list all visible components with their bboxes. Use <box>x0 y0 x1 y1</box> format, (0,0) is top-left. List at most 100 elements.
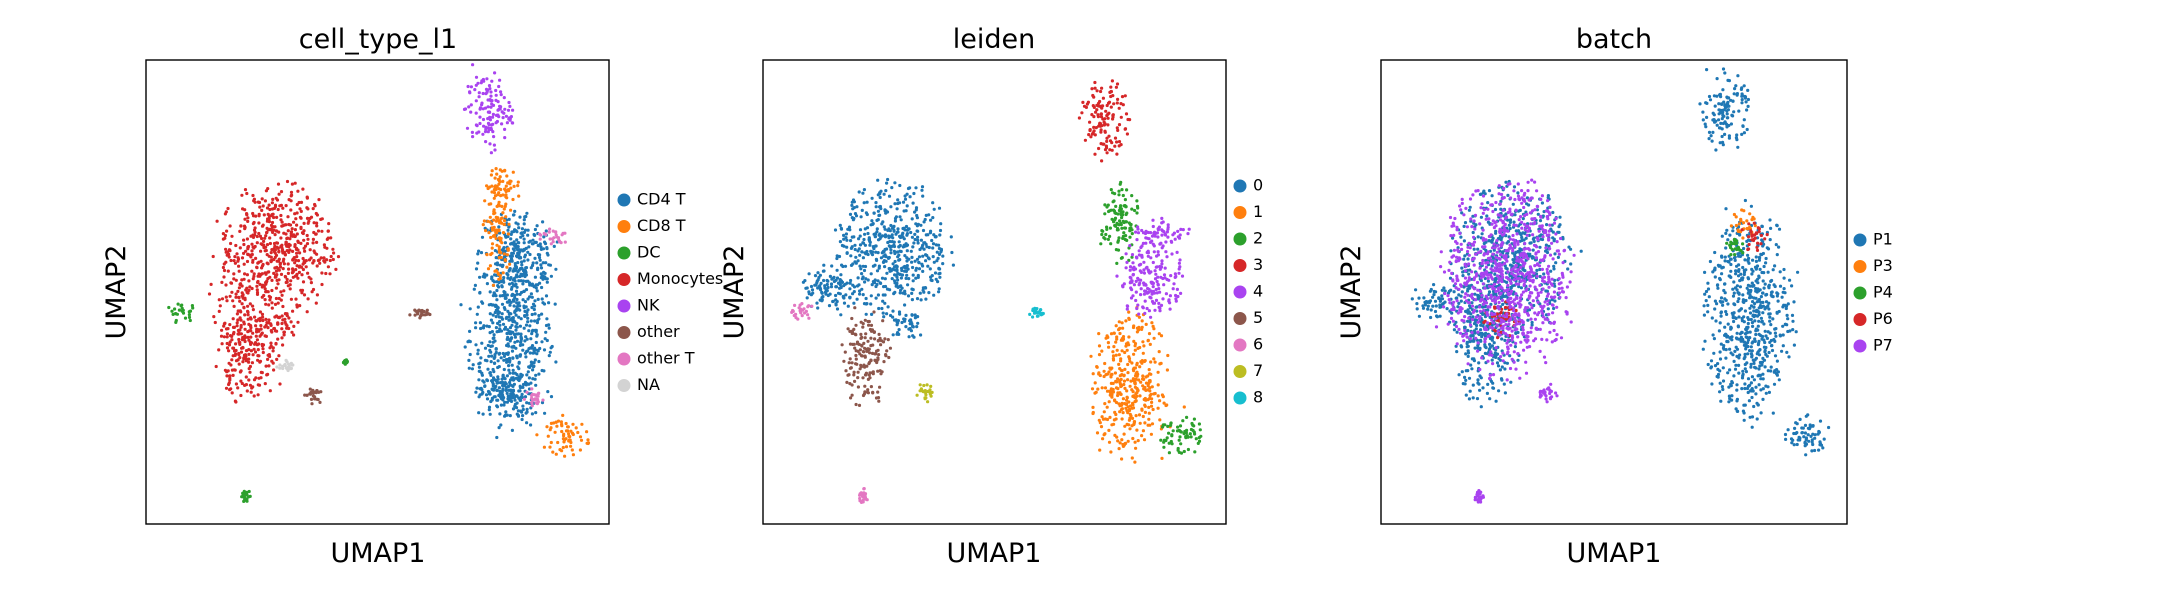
data-point <box>1552 306 1556 311</box>
data-point <box>1133 377 1138 381</box>
data-point <box>842 237 846 241</box>
data-point <box>927 291 931 295</box>
data-point <box>941 262 945 266</box>
data-point <box>490 344 494 348</box>
data-point <box>491 112 495 116</box>
data-point <box>469 103 473 107</box>
data-point <box>246 252 250 256</box>
legend-marker <box>617 299 631 313</box>
legend-label: 2 <box>1253 229 1263 248</box>
data-point <box>1106 203 1110 207</box>
data-point <box>1143 404 1147 408</box>
data-point <box>886 228 890 232</box>
data-point <box>1151 224 1155 229</box>
data-point <box>545 425 549 429</box>
data-point <box>1119 204 1123 208</box>
data-point <box>1132 369 1136 373</box>
data-point <box>1103 212 1107 216</box>
data-point <box>870 196 874 200</box>
data-point <box>1466 319 1470 323</box>
data-point <box>1119 115 1123 119</box>
data-point <box>506 328 510 332</box>
data-point <box>1468 205 1472 209</box>
data-point <box>245 259 250 264</box>
data-point <box>419 313 423 317</box>
data-point <box>1500 365 1504 369</box>
data-point <box>183 316 188 320</box>
data-point <box>551 240 555 244</box>
data-point <box>479 326 483 331</box>
data-point <box>1103 129 1107 133</box>
data-point <box>268 207 272 212</box>
data-point <box>517 315 521 319</box>
data-point <box>1177 450 1181 454</box>
data-point <box>225 253 229 257</box>
data-point <box>816 306 820 310</box>
data-point <box>509 115 513 119</box>
data-point <box>252 394 256 398</box>
data-point <box>1129 414 1133 418</box>
data-point <box>257 354 261 358</box>
data-point <box>290 330 294 334</box>
data-point <box>245 273 249 277</box>
data-point <box>545 338 549 343</box>
data-point <box>1147 405 1151 409</box>
data-point <box>578 435 583 439</box>
data-point <box>807 272 811 276</box>
data-point <box>896 227 900 231</box>
data-point <box>1134 279 1138 283</box>
data-point <box>502 306 506 310</box>
legend-marker <box>617 273 631 286</box>
data-point <box>1481 190 1486 195</box>
data-point <box>508 268 512 272</box>
data-point <box>519 267 524 271</box>
data-point <box>1106 341 1110 345</box>
data-point <box>508 358 512 363</box>
data-point <box>1165 368 1169 372</box>
data-point <box>498 323 502 327</box>
data-point <box>1122 382 1126 387</box>
data-point <box>818 273 823 277</box>
data-point <box>876 209 881 213</box>
data-point <box>1141 241 1145 245</box>
data-point <box>1125 395 1129 399</box>
data-point <box>1530 255 1534 259</box>
data-point <box>487 123 491 127</box>
data-point <box>907 327 911 331</box>
data-point <box>523 380 528 384</box>
data-point <box>489 302 493 307</box>
data-point <box>1097 371 1101 375</box>
data-point <box>509 300 513 304</box>
data-point <box>896 230 900 234</box>
data-point <box>1556 255 1560 259</box>
data-point <box>1153 269 1157 273</box>
data-point <box>533 312 537 316</box>
data-point <box>805 296 809 300</box>
data-point <box>255 338 259 342</box>
data-point <box>1140 359 1144 363</box>
data-point <box>509 392 513 396</box>
data-point <box>913 259 917 263</box>
data-point <box>916 241 920 245</box>
data-point <box>491 122 495 126</box>
data-point <box>865 226 870 230</box>
data-point <box>1123 198 1127 202</box>
data-point <box>233 261 237 265</box>
data-point <box>264 364 268 368</box>
data-point <box>507 217 511 221</box>
data-point <box>1463 375 1467 379</box>
data-point <box>1535 208 1539 212</box>
data-point <box>1159 303 1164 307</box>
data-point <box>228 376 232 380</box>
data-point <box>1466 351 1471 355</box>
data-point <box>523 274 527 279</box>
data-point <box>1036 314 1040 318</box>
data-point <box>1138 394 1142 398</box>
data-point <box>278 315 282 319</box>
data-point <box>1545 223 1549 227</box>
data-point <box>475 386 479 390</box>
data-point <box>232 277 236 281</box>
data-point <box>926 400 930 404</box>
data-point <box>893 259 897 264</box>
data-point <box>1479 405 1483 409</box>
